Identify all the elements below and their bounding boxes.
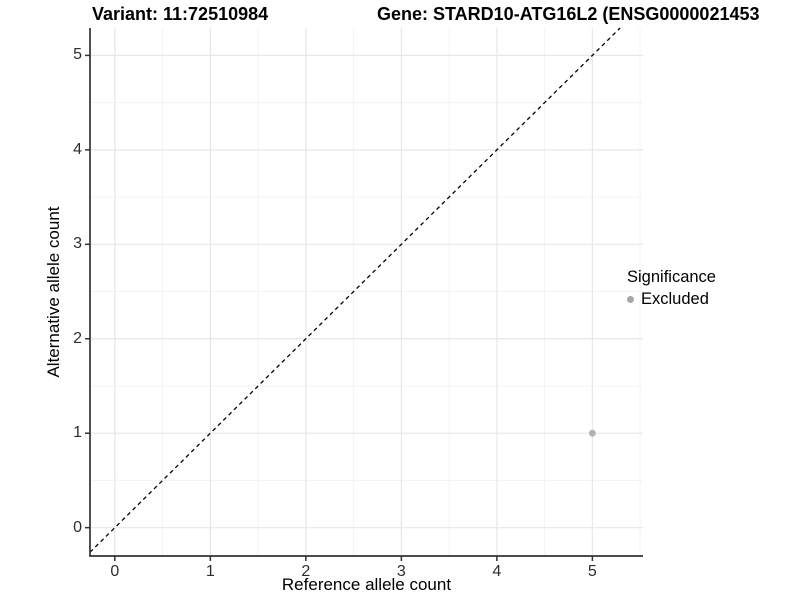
legend-item-label: Excluded bbox=[641, 290, 709, 308]
legend-key-dot-icon bbox=[627, 295, 634, 303]
y-tick-label: 4 bbox=[73, 140, 82, 158]
y-tick-label: 0 bbox=[73, 518, 82, 536]
x-tick-label: 1 bbox=[205, 563, 215, 580]
legend: Significance Excluded bbox=[627, 266, 716, 310]
x-tick-label: 2 bbox=[301, 563, 311, 580]
x-tick-label: 4 bbox=[492, 563, 502, 580]
legend-title: Significance bbox=[627, 268, 716, 286]
legend-item-excluded: Excluded bbox=[627, 288, 716, 310]
plot-title-variant: Variant: 11:72510984 bbox=[92, 4, 269, 24]
identity-line bbox=[89, 27, 621, 553]
data-point bbox=[588, 429, 596, 437]
x-axis-title: Reference allele count bbox=[281, 575, 452, 594]
y-tick-label: 1 bbox=[73, 424, 82, 442]
y-tick-label: 3 bbox=[73, 235, 82, 253]
y-tick-label: 2 bbox=[73, 329, 82, 347]
y-tick-label: 5 bbox=[73, 46, 82, 64]
x-tick-label: 0 bbox=[110, 563, 120, 580]
x-tick-label: 5 bbox=[587, 563, 597, 580]
plot-title-gene: Gene: STARD10-ATG16L2 (ENSG0000021453 bbox=[377, 4, 760, 24]
x-tick-label: 3 bbox=[396, 563, 406, 580]
